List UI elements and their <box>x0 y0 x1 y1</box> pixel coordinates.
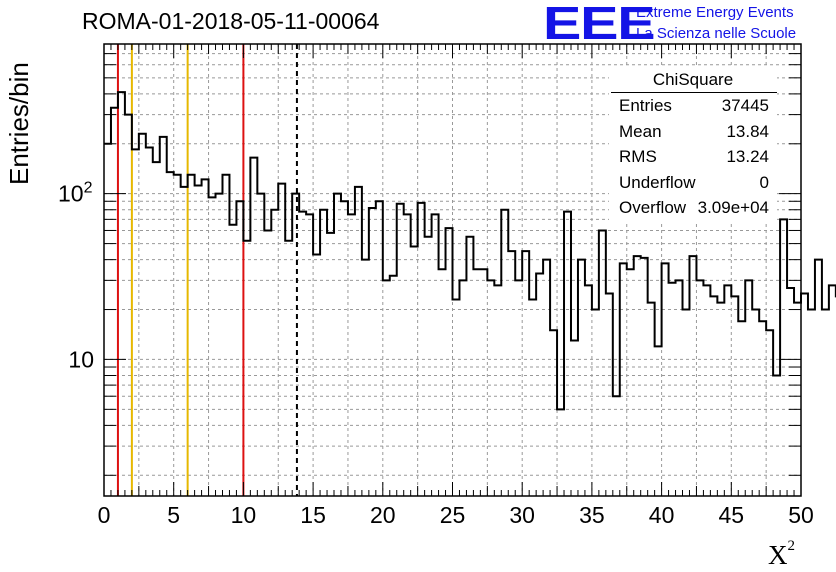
stats-key: Underflow <box>619 172 696 192</box>
x-axis-label: X2 <box>768 538 795 570</box>
x-tick-label: 5 <box>167 502 180 528</box>
stats-key: Mean <box>619 121 662 141</box>
chart-title: ROMA-01-2018-05-11-00064 <box>82 8 380 34</box>
stats-value: 0 <box>759 172 769 192</box>
stats-key: Entries <box>619 96 672 115</box>
stats-value: 13.84 <box>726 121 769 141</box>
plot-frame <box>103 43 802 497</box>
stats-row: Overflow 3.09e+04 <box>609 195 777 221</box>
x-tick-label: 30 <box>509 502 535 528</box>
stats-divider <box>611 92 777 93</box>
y-tick-label: 102 <box>58 180 93 207</box>
stats-row: Mean 13.84 <box>609 119 777 145</box>
stats-key: RMS <box>619 147 657 166</box>
x-tick-label: 40 <box>649 502 675 528</box>
stats-value: 13.24 <box>726 147 769 166</box>
x-tick-label: 10 <box>231 502 257 528</box>
histogram-line <box>104 91 836 411</box>
stats-value: 3.09e+04 <box>697 198 769 217</box>
stats-box: ChiSquare Entries 37445 Mean 13.84 RMS 13.2… <box>609 68 777 221</box>
stats-row: RMS 13.24 <box>609 144 777 170</box>
y-tick-label: 10 <box>68 346 94 372</box>
logo-line-1: Extreme Energy Events <box>636 4 794 21</box>
grid <box>104 44 801 496</box>
axis-tick-labels: 0 5 10 15 20 25 30 35 40 45 50 10 102 <box>58 180 814 528</box>
x-tick-label: 35 <box>579 502 605 528</box>
eee-logo: EEE <box>543 0 656 49</box>
y-axis-label: Entries/bin <box>4 62 34 185</box>
stats-row: Underflow 0 <box>609 170 777 196</box>
stats-title: ChiSquare <box>652 70 734 89</box>
vertical-markers <box>116 44 298 496</box>
x-tick-label: 20 <box>370 502 396 528</box>
stats-value: 37445 <box>721 96 769 115</box>
x-tick-label: 0 <box>98 502 111 528</box>
x-tick-label: 25 <box>440 502 466 528</box>
x-tick-label: 15 <box>300 502 326 528</box>
stats-key: Overflow <box>619 198 687 217</box>
stats-row: Entries 37445 <box>609 93 777 119</box>
logo-line-2: La Scienza nelle Scuole <box>636 25 797 42</box>
x-tick-label: 45 <box>719 502 745 528</box>
x-tick-label: 50 <box>788 502 814 528</box>
